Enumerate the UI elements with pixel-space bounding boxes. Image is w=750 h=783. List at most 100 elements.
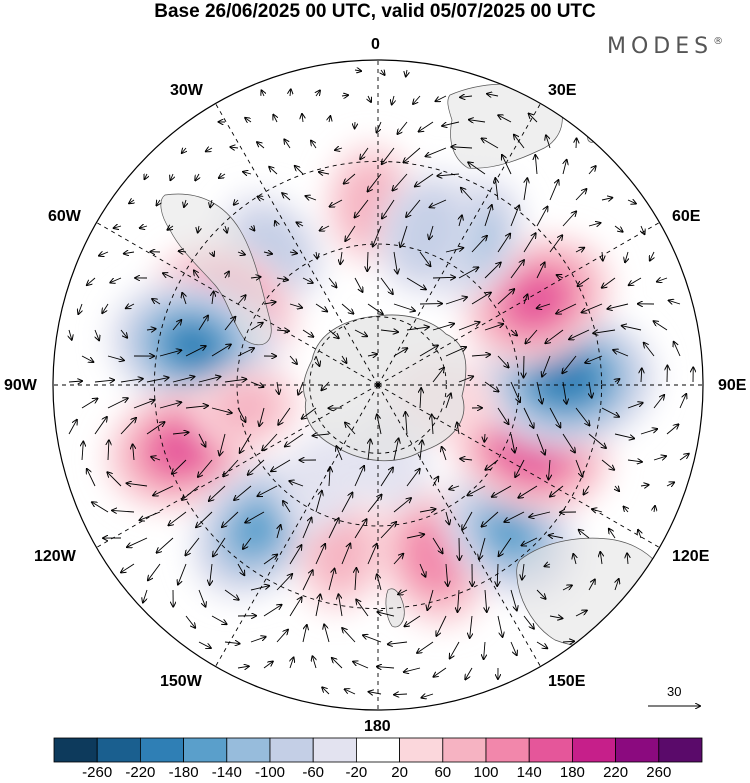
wind-arrow xyxy=(237,563,244,575)
wind-arrow xyxy=(250,381,263,387)
lon-label-150e: 150E xyxy=(548,673,586,690)
wind-arrow xyxy=(273,115,277,123)
wind-arrow xyxy=(302,518,311,539)
wind-arrow xyxy=(262,90,264,97)
wind-arrow xyxy=(602,277,616,288)
wind-arrow xyxy=(198,433,205,447)
wind-arrow xyxy=(377,612,395,617)
colorbar-swatch xyxy=(658,737,703,763)
wind-arrow xyxy=(609,529,616,539)
wind-arrow xyxy=(550,485,564,497)
wind-arrow xyxy=(406,277,426,289)
wind-arrow xyxy=(329,467,330,487)
wind-arrow xyxy=(290,89,291,97)
wind-arrow xyxy=(319,172,330,174)
wind-arrow xyxy=(593,329,616,333)
wind-arrow xyxy=(302,625,307,643)
wind-arrow xyxy=(497,355,509,367)
wind-arrow xyxy=(406,199,421,217)
colorbar-swatch xyxy=(269,737,314,763)
wind-arrow xyxy=(172,432,188,434)
wind-arrow xyxy=(140,511,161,520)
wind-arrow xyxy=(419,251,430,266)
wind-arrow xyxy=(388,642,408,644)
wind-arrow xyxy=(536,263,545,279)
wind-arrow xyxy=(263,605,282,617)
latitude-circle xyxy=(309,316,447,454)
wind-arrow xyxy=(146,422,165,435)
wind-arrow xyxy=(432,415,433,435)
wind-arrow xyxy=(406,69,407,76)
wind-arrow xyxy=(627,460,642,462)
wind-arrow xyxy=(275,221,277,226)
wind-arrow xyxy=(353,662,369,669)
wind-arrow xyxy=(510,381,520,402)
wind-arrow xyxy=(487,94,499,96)
wind-arrow xyxy=(328,329,339,338)
wind-arrow xyxy=(462,511,473,530)
wind-arrow xyxy=(502,155,512,175)
wind-arrow xyxy=(576,138,577,149)
wind-arrow xyxy=(549,616,562,618)
wind-arrow xyxy=(445,297,467,305)
wind-arrow xyxy=(152,299,161,305)
wind-arrow xyxy=(589,381,592,398)
wind-arrow xyxy=(523,407,534,428)
wind-arrow xyxy=(523,615,534,629)
wind-arrow xyxy=(549,535,564,538)
wind-arrow xyxy=(306,196,317,200)
wind-arrow xyxy=(479,537,486,559)
wind-arrow xyxy=(669,300,681,304)
wind-arrow xyxy=(151,457,161,460)
wind-arrow xyxy=(679,454,689,461)
wind-arrow xyxy=(657,278,668,282)
wind-arrow xyxy=(393,348,407,357)
wind-arrow xyxy=(153,485,174,495)
wind-arrow xyxy=(382,199,395,218)
wind-arrow xyxy=(575,610,587,617)
wind-arrow xyxy=(237,295,246,305)
wind-arrow xyxy=(549,407,560,427)
wind-arrow xyxy=(381,70,385,75)
wind-arrow xyxy=(485,589,487,612)
wind-arrow xyxy=(99,252,109,256)
wind-arrow xyxy=(184,199,186,207)
wind-arrow xyxy=(146,378,169,383)
wind-arrow xyxy=(224,379,246,382)
wind-arrow xyxy=(575,248,584,252)
wind-arrow xyxy=(482,511,499,527)
wind-arrow xyxy=(211,344,231,357)
map-title: Base 26/06/2025 00 UTC, valid 05/07/2025… xyxy=(154,1,596,22)
colorbar-swatch xyxy=(399,737,444,763)
wind-arrow xyxy=(484,381,499,392)
wind-arrow xyxy=(674,342,681,357)
wind-arrow xyxy=(87,469,96,487)
wind-arrow xyxy=(420,388,421,409)
wind-arrow xyxy=(250,323,263,331)
wind-arrow xyxy=(471,293,491,305)
wind-arrow xyxy=(225,225,227,233)
wind-arrow xyxy=(484,205,492,227)
wind-arrow xyxy=(250,637,266,643)
wind-arrow xyxy=(81,355,93,362)
wind-arrow xyxy=(324,624,330,643)
wind-arrow xyxy=(437,174,460,176)
latitude-circle xyxy=(236,243,520,527)
wind-arrow xyxy=(510,433,515,453)
meridian-line xyxy=(377,219,665,386)
wind-arrow xyxy=(250,586,269,591)
wind-arrow xyxy=(523,178,527,201)
wind-arrow xyxy=(340,251,342,264)
wind-arrow xyxy=(95,329,99,340)
wind-arrow xyxy=(316,355,319,366)
wind-arrow xyxy=(367,251,368,271)
wind-arrow xyxy=(126,304,135,308)
wind-arrow xyxy=(377,667,395,668)
wind-arrow xyxy=(582,303,603,312)
colorbar xyxy=(53,737,703,763)
colorbar-swatch xyxy=(226,737,271,763)
wind-arrow xyxy=(68,381,82,382)
colorbar-tick-label: -20 xyxy=(345,764,368,781)
lon-label-0: 0 xyxy=(371,36,380,53)
wind-arrow xyxy=(427,589,434,610)
